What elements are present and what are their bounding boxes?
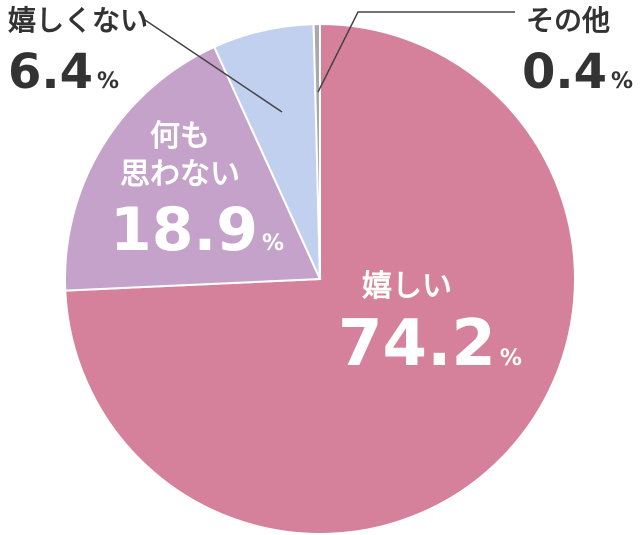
- value-label: 6.4: [8, 44, 94, 100]
- leader-line: [141, 17, 283, 113]
- pie-slice: [312, 22, 321, 280]
- value-label-group: 6.4%: [8, 48, 119, 96]
- value-unit: %: [97, 69, 120, 94]
- value-unit: %: [499, 346, 522, 371]
- value-label-group: 18.9%: [110, 200, 284, 260]
- leader-line: [317, 11, 515, 93]
- slice-label: 何も 思わない: [120, 119, 240, 192]
- value-label-group: 0.4%: [522, 48, 633, 96]
- value-unit: %: [611, 69, 634, 94]
- value-label: 18.9: [110, 195, 259, 265]
- slice-label: 嬉しくない: [8, 4, 149, 37]
- value-label: 74.2: [338, 307, 496, 381]
- value-label: 0.4: [522, 44, 608, 100]
- value-label-group: 74.2%: [338, 312, 522, 376]
- slice-label: その他: [526, 4, 611, 37]
- slice-label: 嬉しい: [362, 269, 452, 304]
- pie-slice: [64, 45, 322, 292]
- value-unit: %: [262, 231, 285, 256]
